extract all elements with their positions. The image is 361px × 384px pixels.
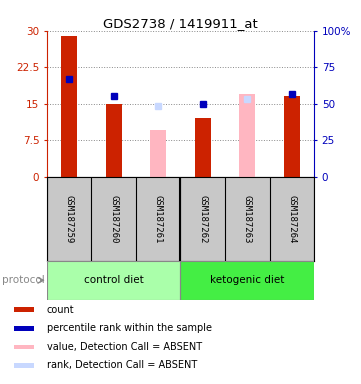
Text: protocol: protocol — [2, 275, 44, 285]
Bar — [14, 363, 34, 368]
Bar — [14, 344, 34, 349]
Text: GSM187259: GSM187259 — [65, 195, 74, 243]
Bar — [180, 261, 314, 300]
Bar — [195, 118, 210, 177]
Text: GSM187261: GSM187261 — [154, 195, 163, 243]
Bar — [284, 96, 300, 177]
Bar — [47, 261, 180, 300]
Text: GSM187262: GSM187262 — [198, 195, 207, 243]
Text: percentile rank within the sample: percentile rank within the sample — [47, 323, 212, 333]
Text: GSM187263: GSM187263 — [243, 195, 252, 243]
Title: GDS2738 / 1419911_at: GDS2738 / 1419911_at — [103, 17, 258, 30]
Text: control diet: control diet — [84, 275, 144, 285]
Text: ketogenic diet: ketogenic diet — [210, 275, 284, 285]
Text: GSM187264: GSM187264 — [287, 195, 296, 243]
Bar — [106, 104, 122, 177]
Text: count: count — [47, 305, 75, 314]
Bar — [151, 131, 166, 177]
Text: rank, Detection Call = ABSENT: rank, Detection Call = ABSENT — [47, 361, 197, 371]
Bar — [14, 307, 34, 312]
Bar — [239, 94, 255, 177]
Bar — [14, 326, 34, 331]
Text: GSM187260: GSM187260 — [109, 195, 118, 243]
Text: value, Detection Call = ABSENT: value, Detection Call = ABSENT — [47, 342, 202, 352]
Bar — [61, 36, 77, 177]
